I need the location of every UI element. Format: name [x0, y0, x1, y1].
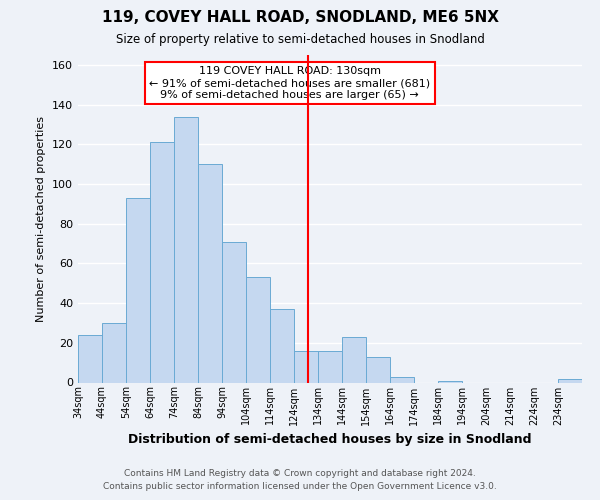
Text: Size of property relative to semi-detached houses in Snodland: Size of property relative to semi-detach… — [116, 32, 484, 46]
Y-axis label: Number of semi-detached properties: Number of semi-detached properties — [37, 116, 46, 322]
Bar — [150, 142, 174, 382]
Bar — [558, 378, 582, 382]
Bar — [366, 356, 390, 382]
Bar — [270, 309, 294, 382]
Text: 119, COVEY HALL ROAD, SNODLAND, ME6 5NX: 119, COVEY HALL ROAD, SNODLAND, ME6 5NX — [101, 10, 499, 25]
Bar — [78, 335, 102, 382]
Text: Contains HM Land Registry data © Crown copyright and database right 2024.
Contai: Contains HM Land Registry data © Crown c… — [103, 470, 497, 491]
Bar — [246, 278, 270, 382]
Bar — [390, 376, 414, 382]
Bar — [294, 350, 318, 382]
Bar — [126, 198, 150, 382]
Bar — [222, 242, 246, 382]
Text: 119 COVEY HALL ROAD: 130sqm
← 91% of semi-detached houses are smaller (681)
9% o: 119 COVEY HALL ROAD: 130sqm ← 91% of sem… — [149, 66, 430, 100]
Bar — [318, 350, 342, 382]
Bar — [438, 380, 462, 382]
Bar — [198, 164, 222, 382]
Bar — [102, 323, 126, 382]
X-axis label: Distribution of semi-detached houses by size in Snodland: Distribution of semi-detached houses by … — [128, 433, 532, 446]
Bar — [342, 337, 366, 382]
Bar — [174, 116, 198, 382]
